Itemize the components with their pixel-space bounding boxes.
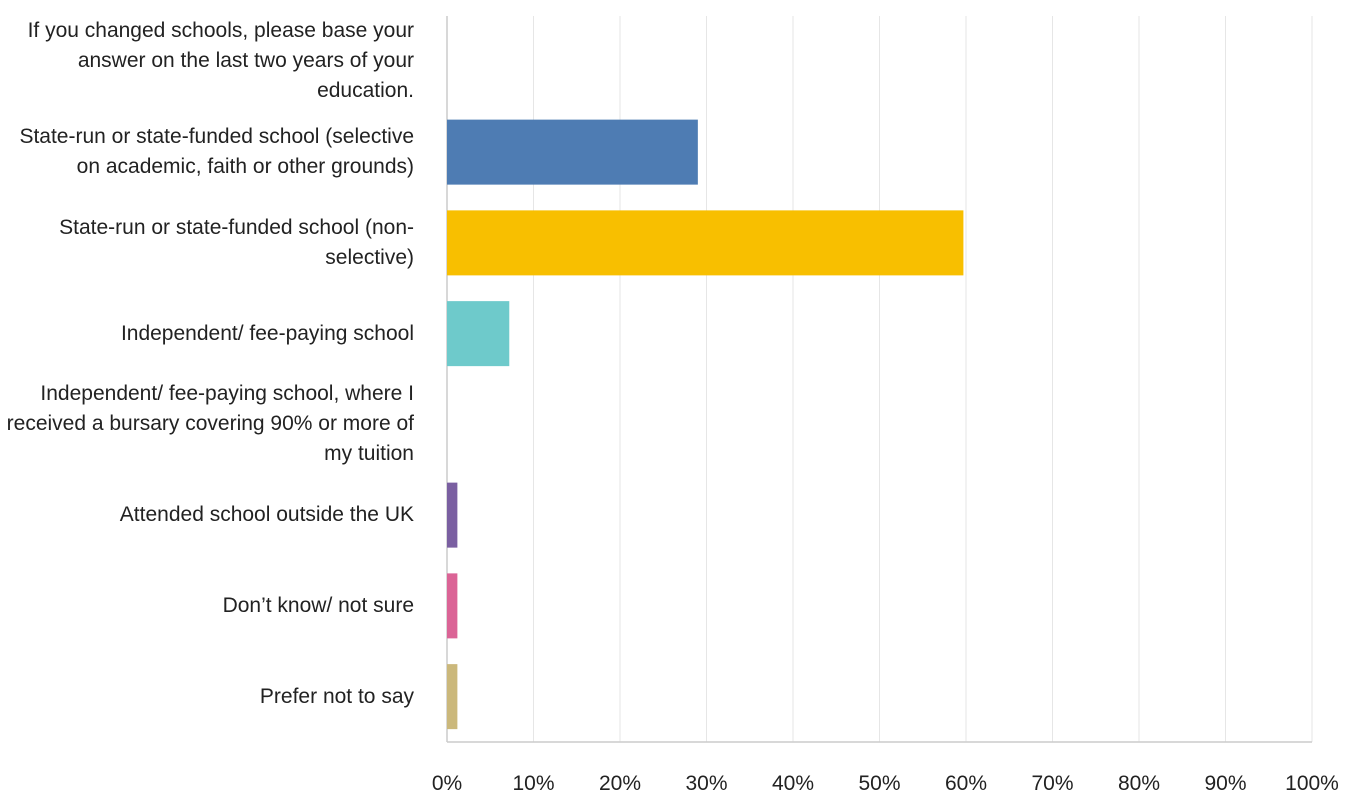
category-label: State-run or state-funded school (non-se… [59, 215, 414, 269]
category-label: Independent/ fee-paying school, where I … [6, 382, 414, 466]
x-tick-label: 60% [945, 772, 987, 795]
x-tick-label: 70% [1031, 772, 1073, 795]
category-label: State-run or state-funded school (select… [19, 125, 414, 179]
bar [447, 301, 510, 367]
bar [447, 664, 458, 730]
x-tick-label: 50% [858, 772, 900, 795]
bar [447, 119, 698, 185]
x-tick-label: 10% [512, 772, 554, 795]
x-tick-label: 100% [1285, 772, 1339, 795]
category-label: If you changed schools, please base your… [27, 19, 414, 103]
bar [447, 573, 458, 639]
x-tick-label: 0% [432, 772, 462, 795]
category-label: Prefer not to say [259, 684, 414, 708]
x-tick-label: 30% [685, 772, 727, 795]
x-tick-label: 90% [1204, 772, 1246, 795]
category-label: Don’t know/ not sure [222, 593, 414, 617]
bar [447, 482, 458, 548]
x-tick-label: 40% [772, 772, 814, 795]
bar [447, 210, 964, 276]
category-label: Attended school outside the UK [119, 503, 414, 527]
category-label: Independent/ fee-paying school [120, 321, 414, 345]
x-tick-label: 20% [599, 772, 641, 795]
x-tick-label: 80% [1118, 772, 1160, 795]
